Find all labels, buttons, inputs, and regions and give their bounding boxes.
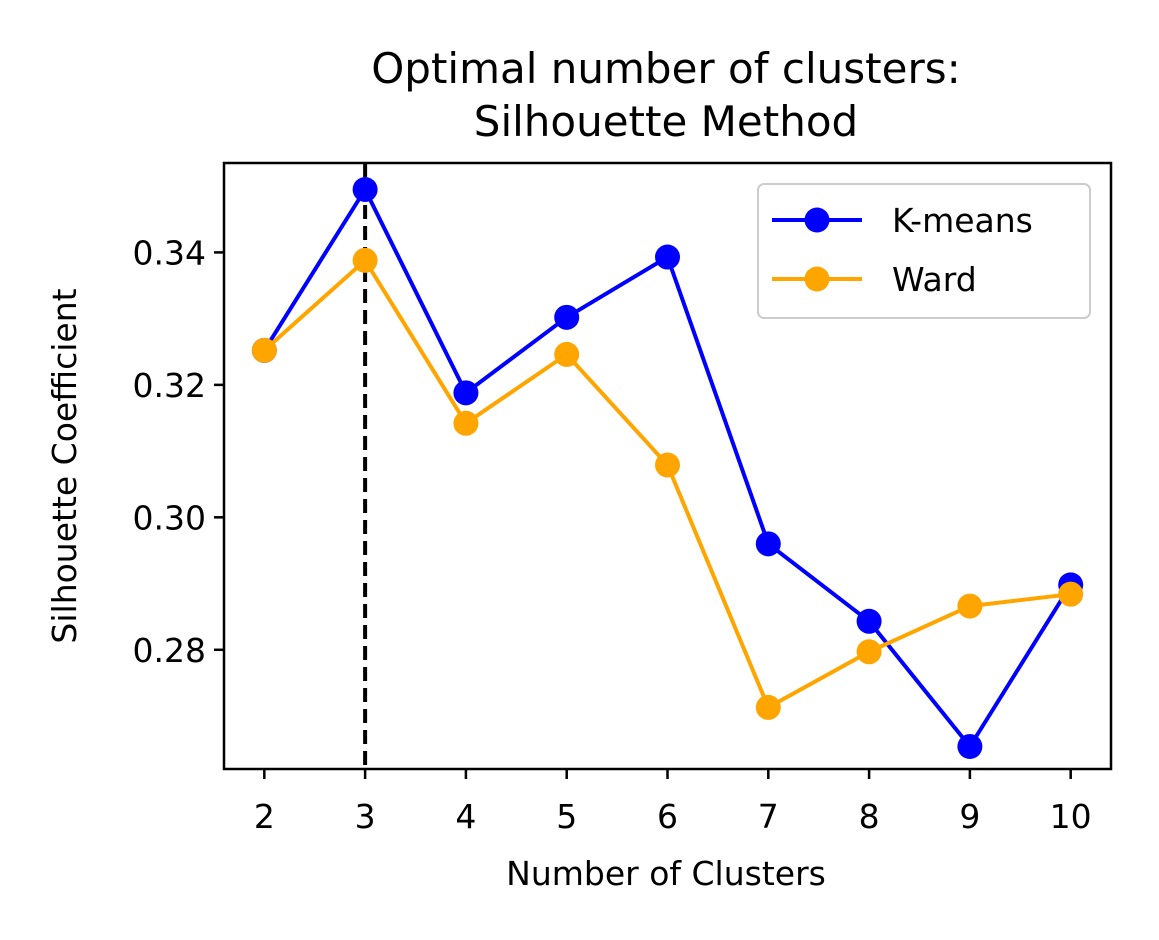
chart-title-line1: Optimal number of clusters: bbox=[371, 44, 961, 93]
x-tick-label: 7 bbox=[758, 797, 779, 836]
legend-label-k-means: K-means bbox=[892, 201, 1033, 240]
plot-area bbox=[251, 163, 1084, 769]
x-tick-label: 9 bbox=[959, 797, 980, 836]
data-point-ward-4 bbox=[453, 410, 479, 436]
data-point-ward-3 bbox=[352, 247, 378, 273]
legend-marker-ward bbox=[804, 266, 830, 292]
y-tick-label: 0.34 bbox=[133, 233, 206, 272]
data-point-ward-7 bbox=[755, 694, 781, 720]
data-point-k-means-4 bbox=[453, 380, 479, 406]
data-point-k-means-8 bbox=[856, 608, 882, 634]
y-tick-label: 0.30 bbox=[133, 498, 206, 537]
chart-title-line2: Silhouette Method bbox=[474, 97, 858, 146]
data-point-ward-10 bbox=[1058, 581, 1084, 607]
data-point-k-means-3 bbox=[352, 176, 378, 202]
x-tick-label: 8 bbox=[859, 797, 880, 836]
data-point-ward-9 bbox=[957, 593, 983, 619]
legend-marker-k-means bbox=[804, 207, 830, 233]
x-axis: 2 3 4 5 6 7 8 9 10 bbox=[254, 769, 1092, 836]
y-tick-label: 0.28 bbox=[133, 631, 206, 670]
x-tick-label: 5 bbox=[556, 797, 577, 836]
y-tick-label: 0.32 bbox=[133, 366, 206, 405]
legend-label-ward: Ward bbox=[892, 260, 977, 299]
data-point-k-means-6 bbox=[655, 244, 680, 270]
data-point-ward-2 bbox=[251, 337, 277, 363]
x-tick-label: 4 bbox=[455, 797, 476, 836]
data-point-k-means-9 bbox=[957, 733, 983, 759]
series-line-ward bbox=[262, 258, 1071, 710]
data-point-k-means-7 bbox=[755, 531, 781, 557]
y-axis-label: Silhouette Coefficient bbox=[45, 288, 84, 643]
x-tick-label: 6 bbox=[657, 797, 678, 836]
x-tick-label: 10 bbox=[1050, 797, 1092, 836]
legend: K-means Ward bbox=[757, 183, 1091, 319]
x-axis-label: Number of Clusters bbox=[506, 854, 826, 893]
x-tick-label: 2 bbox=[254, 797, 275, 836]
legend-box bbox=[757, 183, 1091, 319]
data-point-ward-5 bbox=[554, 341, 580, 367]
x-tick-label: 3 bbox=[355, 797, 376, 836]
data-point-k-means-5 bbox=[554, 304, 580, 330]
data-point-ward-8 bbox=[856, 639, 882, 665]
data-point-ward-6 bbox=[655, 452, 680, 478]
y-axis: 0.28 0.30 0.32 0.34 bbox=[133, 233, 224, 670]
